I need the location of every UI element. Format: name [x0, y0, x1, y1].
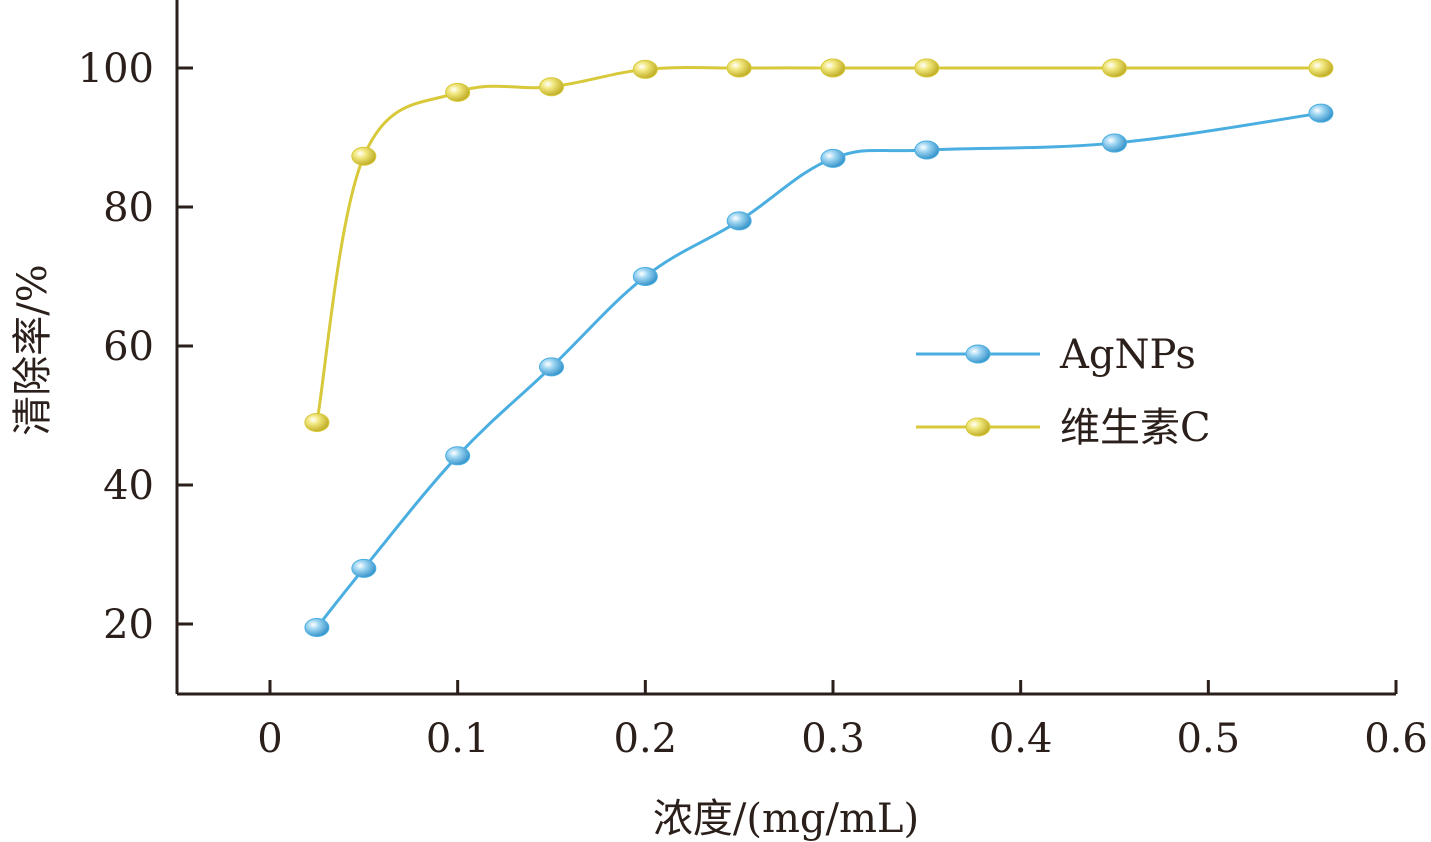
legend-label: AgNPs [1059, 332, 1196, 378]
y-tick-label: 40 [103, 463, 154, 509]
series-line [315, 111, 1322, 629]
legend-marker [965, 344, 991, 364]
data-point [632, 59, 658, 79]
x-tick-label: 0.2 [614, 716, 678, 762]
data-point [820, 58, 846, 78]
data-point [914, 140, 940, 160]
data-point [539, 357, 564, 377]
y-tick-label: 80 [103, 185, 154, 231]
data-point [1308, 58, 1334, 78]
x-tick-label: 0.6 [1364, 716, 1428, 762]
data-point [1102, 133, 1127, 153]
x-tick-label: 0.3 [801, 716, 865, 762]
series-agnps [304, 103, 1334, 637]
legend-label: 维生素C [1060, 405, 1211, 451]
series-line [315, 66, 1321, 423]
data-point [820, 148, 846, 168]
y-tick-label: 20 [103, 602, 154, 648]
legend-marker [965, 417, 991, 437]
data-point [445, 446, 471, 466]
y-tick-label: 100 [78, 46, 154, 92]
data-point [351, 146, 377, 166]
data-point [445, 82, 471, 102]
data-point [1308, 103, 1334, 123]
x-tick-label: 0.5 [1177, 716, 1241, 762]
legend-item: 维生素C [916, 405, 1211, 451]
series-vitamin-c [304, 58, 1334, 432]
axes [175, 0, 1396, 696]
data-point [726, 58, 752, 78]
x-ticks: 0 0.1 0.2 0.3 0.4 0.5 0.6 [257, 680, 1428, 762]
data-point [726, 211, 752, 231]
y-ticks: 20 40 60 80 100 [78, 46, 193, 648]
series-layer [304, 58, 1334, 637]
data-point [351, 558, 377, 578]
x-tick-label: 0.1 [426, 716, 490, 762]
y-tick-label: 60 [103, 324, 154, 370]
legend: AgNPs 维生素C [916, 332, 1211, 451]
y-axis-title: 清除率/% [10, 264, 56, 435]
data-point [304, 412, 330, 432]
data-point [632, 267, 658, 286]
data-point [1102, 58, 1127, 78]
data-point [539, 77, 564, 97]
x-tick-label: 0.4 [989, 716, 1053, 762]
data-point [304, 617, 330, 637]
x-tick-label: 0 [257, 716, 282, 762]
legend-item: AgNPs [916, 332, 1196, 378]
data-point [914, 58, 940, 78]
x-axis-title: 浓度/(mg/mL) [653, 796, 919, 842]
